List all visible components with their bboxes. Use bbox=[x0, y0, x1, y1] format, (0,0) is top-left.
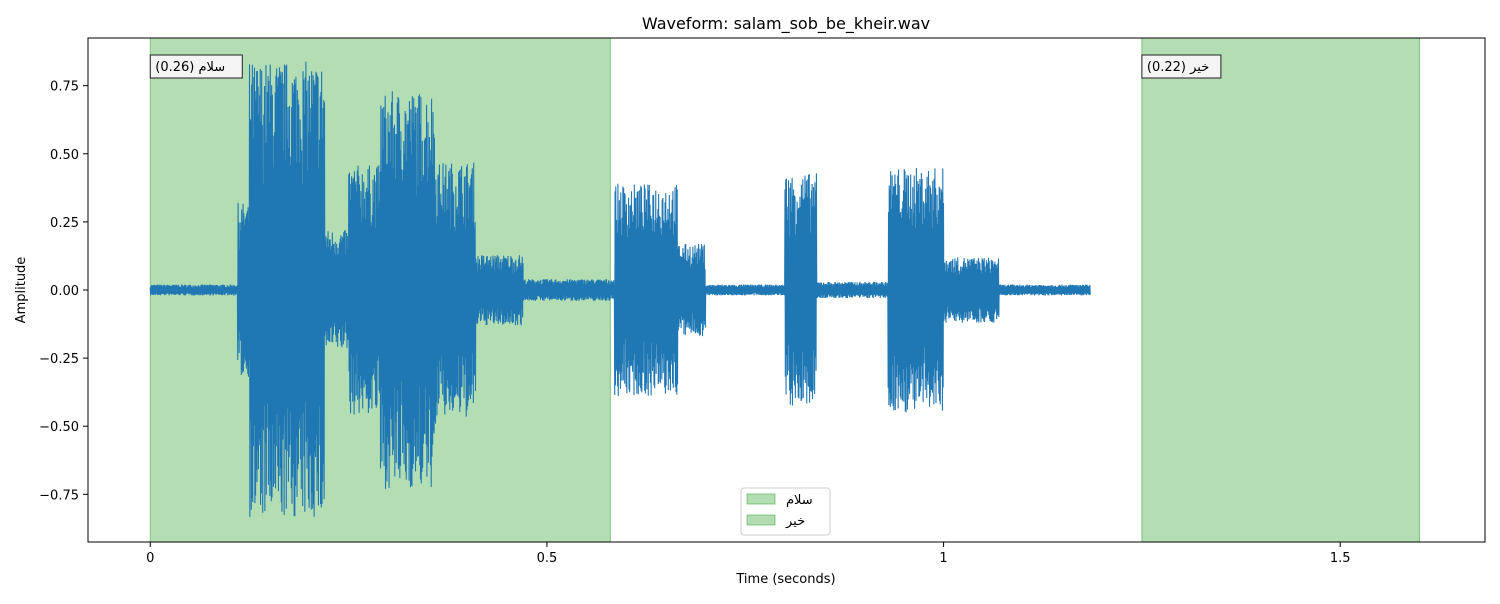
segment-label-text: خیر (0.22) bbox=[1147, 60, 1209, 75]
legend-label: خیر bbox=[785, 514, 805, 529]
x-axis-label: Time (seconds) bbox=[735, 572, 835, 587]
segment-labels: سلام (0.26) خیر (0.22) bbox=[149, 54, 1222, 79]
segment-label-box bbox=[149, 54, 243, 79]
legend-swatch bbox=[746, 493, 776, 505]
x-tick-label: 0.5 bbox=[537, 551, 558, 566]
y-tick-label: −0.25 bbox=[39, 352, 79, 367]
x-tick-label: 1 bbox=[939, 551, 947, 566]
legend-box bbox=[740, 487, 831, 536]
highlight-span-2 bbox=[1141, 38, 1421, 542]
y-axis-label: Amplitude bbox=[14, 257, 29, 324]
y-axis-ticks: 0.75 0.50 0.25 0.00 −0.25 −0.50 −0.75 bbox=[39, 80, 88, 503]
y-tick-label: 0.75 bbox=[50, 80, 79, 95]
segment-label-box bbox=[1141, 54, 1222, 79]
x-axis-ticks: 0 0.5 1 1.5 bbox=[146, 542, 1351, 566]
x-tick-label: 0 bbox=[146, 551, 154, 566]
legend-swatch bbox=[746, 514, 776, 526]
y-tick-label: −0.75 bbox=[39, 488, 79, 503]
segment-label-1: سلام (0.26) bbox=[149, 54, 243, 79]
segment-label-text: سلام (0.26) bbox=[155, 60, 225, 75]
legend-label: سلام bbox=[786, 493, 813, 508]
y-tick-label: 0.25 bbox=[50, 216, 79, 231]
legend: سلام خیر bbox=[740, 487, 831, 536]
waveform-line bbox=[149, 61, 1091, 517]
waveform-layer bbox=[149, 61, 1091, 517]
y-tick-label: −0.50 bbox=[39, 420, 79, 435]
y-tick-label: 0.50 bbox=[50, 148, 79, 163]
y-tick-label: 0.00 bbox=[50, 284, 79, 299]
segment-label-2: خیر (0.22) bbox=[1141, 54, 1222, 79]
x-tick-label: 1.5 bbox=[1330, 551, 1351, 566]
chart-title: Waveform: salam_sob_be_kheir.wav bbox=[642, 14, 930, 34]
